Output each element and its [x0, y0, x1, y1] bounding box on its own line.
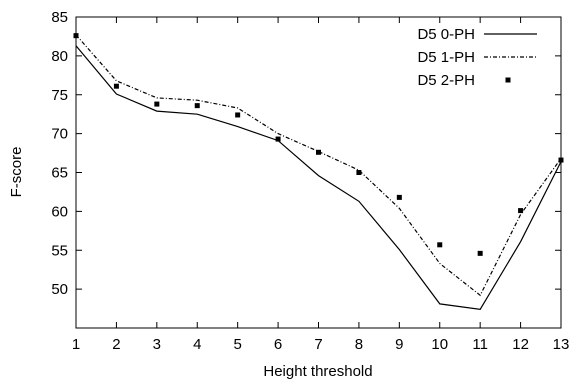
- series-layer: [73, 33, 564, 310]
- data-point-d5-2-ph: [437, 242, 443, 248]
- x-axis-title: Height threshold: [263, 363, 372, 379]
- data-point-d5-2-ph: [113, 83, 119, 89]
- legend-label-d5-2-ph: D5 2-PH: [417, 72, 475, 89]
- data-point-d5-2-ph: [518, 208, 524, 214]
- data-point-d5-2-ph: [73, 33, 79, 39]
- data-point-d5-2-ph: [558, 157, 564, 163]
- data-point-d5-2-ph: [194, 103, 200, 109]
- data-point-d5-2-ph: [396, 194, 402, 200]
- series-line-d5-1-ph: [75, 34, 562, 297]
- x-tick-label: 5: [233, 336, 241, 353]
- x-tick-label: 3: [153, 336, 161, 353]
- x-tick-label: 7: [314, 336, 322, 353]
- legend: D5 0-PH D5 1-PH D5 2-PH: [417, 26, 537, 89]
- x-tick-label: 12: [512, 336, 529, 353]
- series-line-d5-0-ph: [75, 45, 562, 310]
- y-tick-label: 80: [51, 48, 68, 65]
- legend-swatch-d5-2-ph: [505, 77, 511, 83]
- x-tick-label: 1: [72, 336, 80, 353]
- x-tick-label: 13: [553, 336, 570, 353]
- x-tick-label: 4: [193, 336, 201, 353]
- data-point-d5-2-ph: [477, 250, 483, 256]
- data-point-d5-2-ph: [235, 112, 241, 118]
- x-tick-label: 2: [112, 336, 120, 353]
- x-tick-label: 9: [395, 336, 403, 353]
- legend-label-d5-0-ph: D5 0-PH: [417, 26, 475, 43]
- y-axis-title: F-score: [8, 147, 25, 198]
- x-tick-label: 8: [355, 336, 363, 353]
- y-tick-label: 65: [51, 165, 68, 182]
- y-tick-label: 60: [51, 203, 68, 220]
- plot-frame: [75, 16, 562, 329]
- data-point-d5-2-ph: [316, 149, 321, 155]
- y-tick-label: 55: [51, 242, 68, 259]
- x-tick-label: 6: [274, 336, 282, 353]
- data-point-d5-2-ph: [275, 136, 281, 142]
- data-point-d5-2-ph: [356, 170, 362, 175]
- y-tick-label: 50: [51, 281, 68, 298]
- data-point-d5-2-ph: [154, 101, 160, 107]
- x-tick-label: 11: [472, 336, 488, 353]
- y-tick-label: 75: [51, 87, 68, 104]
- legend-label-d5-1-ph: D5 1-PH: [417, 49, 475, 66]
- y-tick-label: 70: [51, 126, 68, 143]
- x-tick-label: 10: [431, 336, 448, 353]
- y-tick-label: 85: [51, 9, 68, 26]
